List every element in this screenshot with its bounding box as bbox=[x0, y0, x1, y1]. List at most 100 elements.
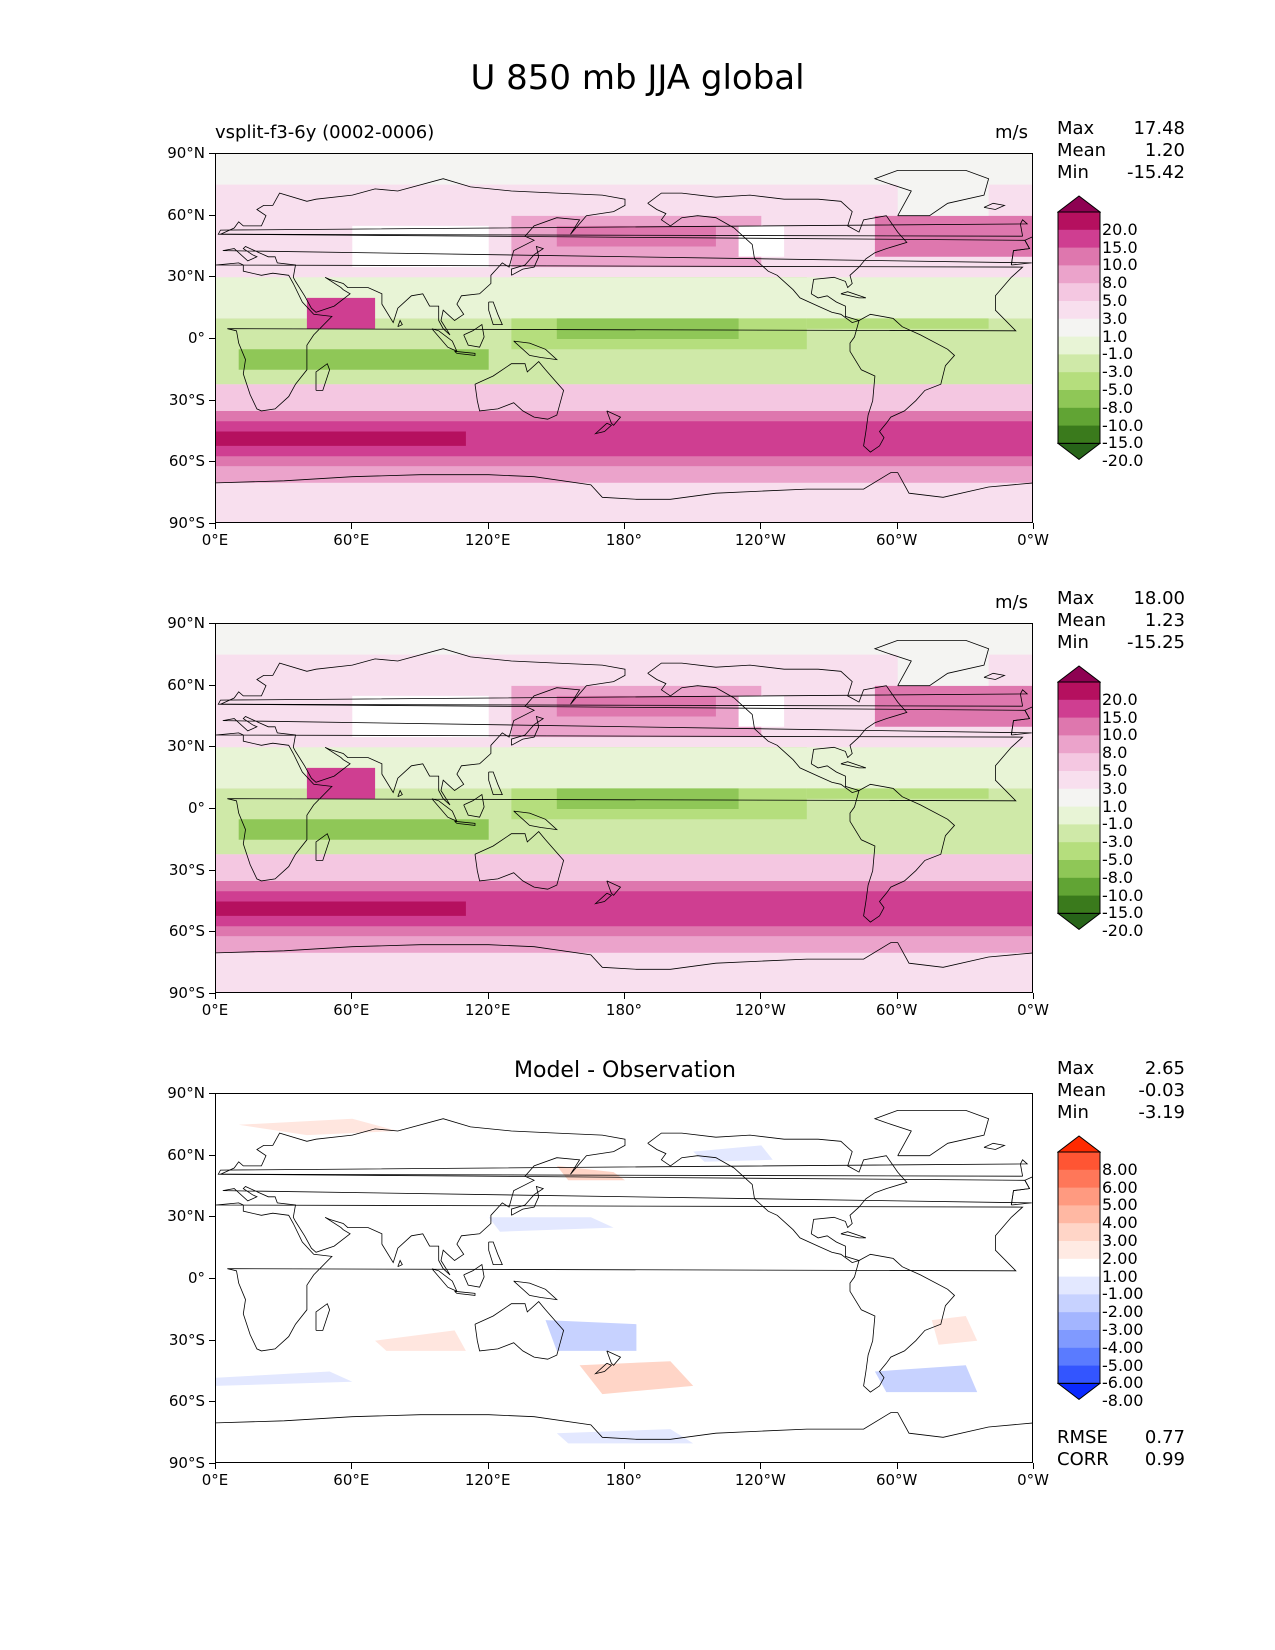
y-tick-label: 90°N bbox=[167, 1084, 205, 1102]
colorbar-extend-bottom bbox=[1057, 1382, 1101, 1401]
x-tick-mark bbox=[1033, 523, 1034, 529]
y-tick-mark bbox=[209, 523, 215, 524]
stat-label: Mean bbox=[1057, 610, 1107, 631]
coastline bbox=[216, 1412, 1032, 1440]
y-tick-label: 60°S bbox=[168, 452, 205, 471]
contour-region bbox=[216, 1371, 353, 1386]
coastline bbox=[474, 1301, 565, 1360]
contour-region bbox=[238, 819, 489, 840]
colorbar-label: 20.0 bbox=[1102, 689, 1138, 709]
coastline bbox=[474, 361, 565, 420]
x-tick-label: 180° bbox=[605, 1001, 643, 1019]
colorbar-label: 3.00 bbox=[1102, 1231, 1138, 1250]
colorbar-label: -8.00 bbox=[1102, 1391, 1144, 1411]
colorbar-segment bbox=[1058, 895, 1100, 914]
colorbar-segment bbox=[1058, 1152, 1100, 1171]
x-tick-mark bbox=[896, 523, 898, 529]
x-tick-mark bbox=[487, 1463, 489, 1469]
contour-region bbox=[352, 225, 489, 268]
coastline bbox=[840, 761, 867, 769]
colorbar-label: -8.0 bbox=[1102, 867, 1134, 887]
colorbar-extend-top bbox=[1057, 1135, 1101, 1153]
y-tick-label: 0° bbox=[187, 799, 205, 817]
coastline bbox=[488, 771, 503, 795]
colorbar-label: 15.0 bbox=[1102, 707, 1138, 727]
contour-region bbox=[216, 277, 1032, 319]
stat-row: Min -15.42 bbox=[1057, 162, 1185, 184]
coastline bbox=[513, 1280, 559, 1301]
x-tick-label: 0°W bbox=[1017, 1471, 1049, 1489]
stat-label: Max bbox=[1057, 1058, 1095, 1079]
x-tick-label: 0°W bbox=[1017, 531, 1049, 549]
colorbar-segment bbox=[1058, 336, 1100, 355]
coastline bbox=[594, 422, 613, 435]
x-tick-mark bbox=[760, 993, 762, 999]
coastline bbox=[647, 662, 908, 794]
coastline bbox=[397, 1259, 403, 1268]
coastline bbox=[220, 648, 1032, 806]
colorbar-label: 15.0 bbox=[1102, 237, 1138, 257]
x-tick-label: 0°E bbox=[201, 531, 229, 549]
y-tick-label: 30°N bbox=[167, 267, 205, 286]
panel-3-map bbox=[215, 1093, 1033, 1463]
x-tick-label: 0°E bbox=[201, 1471, 229, 1489]
contour-region bbox=[216, 184, 1032, 216]
stat-label: CORR bbox=[1057, 1449, 1109, 1470]
stat-value: 1.20 bbox=[1144, 140, 1185, 161]
y-tick-mark bbox=[209, 214, 215, 216]
coastline bbox=[873, 640, 990, 687]
contour-region bbox=[874, 1365, 978, 1393]
coastline bbox=[216, 1202, 1024, 1352]
x-tick-label: 120°W bbox=[734, 1471, 786, 1489]
x-tick-label: 120°E bbox=[464, 1471, 511, 1489]
coastline bbox=[431, 328, 458, 353]
y-tick-mark bbox=[209, 993, 215, 994]
contour-region bbox=[556, 695, 716, 717]
colorbar-extend-bottom bbox=[1057, 912, 1101, 931]
colorbar-segment bbox=[1058, 247, 1100, 266]
colorbar-segment bbox=[1058, 1187, 1100, 1206]
colorbar-extend-top bbox=[1057, 195, 1101, 213]
coastline bbox=[849, 1253, 956, 1393]
coastline bbox=[315, 833, 331, 861]
y-tick-label: 60°S bbox=[168, 922, 205, 941]
colorbar-label: -2.00 bbox=[1102, 1302, 1144, 1322]
x-tick-label: 0°W bbox=[1017, 1001, 1049, 1019]
stat-row: Min -15.25 bbox=[1057, 632, 1185, 654]
contour-region bbox=[216, 747, 1032, 789]
stat-value: -0.03 bbox=[1138, 1080, 1185, 1101]
contour-region bbox=[216, 901, 466, 916]
contour-region bbox=[556, 225, 716, 247]
colorbar-label: 5.0 bbox=[1102, 291, 1128, 310]
y-tick-label: 30°N bbox=[167, 737, 205, 756]
coastline bbox=[474, 831, 565, 890]
colorbar-segment bbox=[1058, 1241, 1100, 1260]
colorbar-label: 4.00 bbox=[1102, 1213, 1138, 1233]
x-tick-label: 180° bbox=[605, 531, 643, 549]
coastline bbox=[216, 942, 1032, 970]
y-tick-mark bbox=[209, 684, 215, 686]
contour-region bbox=[216, 654, 1032, 686]
coastline bbox=[397, 789, 403, 798]
coastline bbox=[217, 689, 1029, 707]
coastline bbox=[647, 1132, 908, 1264]
x-tick-label: 180° bbox=[605, 1471, 643, 1489]
stat-value: -15.25 bbox=[1126, 632, 1185, 653]
colorbar-segment bbox=[1058, 1347, 1100, 1367]
x-tick-mark bbox=[215, 523, 216, 529]
colorbar-segment bbox=[1058, 842, 1100, 861]
y-tick-mark bbox=[209, 808, 215, 809]
colorbar bbox=[1057, 195, 1101, 461]
y-tick-mark bbox=[209, 276, 215, 278]
contour-region bbox=[306, 297, 376, 329]
x-tick-label: 120°E bbox=[464, 531, 511, 549]
colorbar-outline bbox=[1057, 211, 1101, 444]
coastline bbox=[513, 810, 559, 831]
colorbar-label: 1.0 bbox=[1102, 326, 1128, 346]
colorbar-label: -15.0 bbox=[1102, 433, 1144, 453]
coastline bbox=[511, 1185, 545, 1216]
coastline bbox=[431, 798, 458, 823]
colorbar-extend-top bbox=[1057, 665, 1101, 683]
coastline bbox=[1010, 236, 1032, 266]
x-tick-mark bbox=[624, 523, 625, 529]
